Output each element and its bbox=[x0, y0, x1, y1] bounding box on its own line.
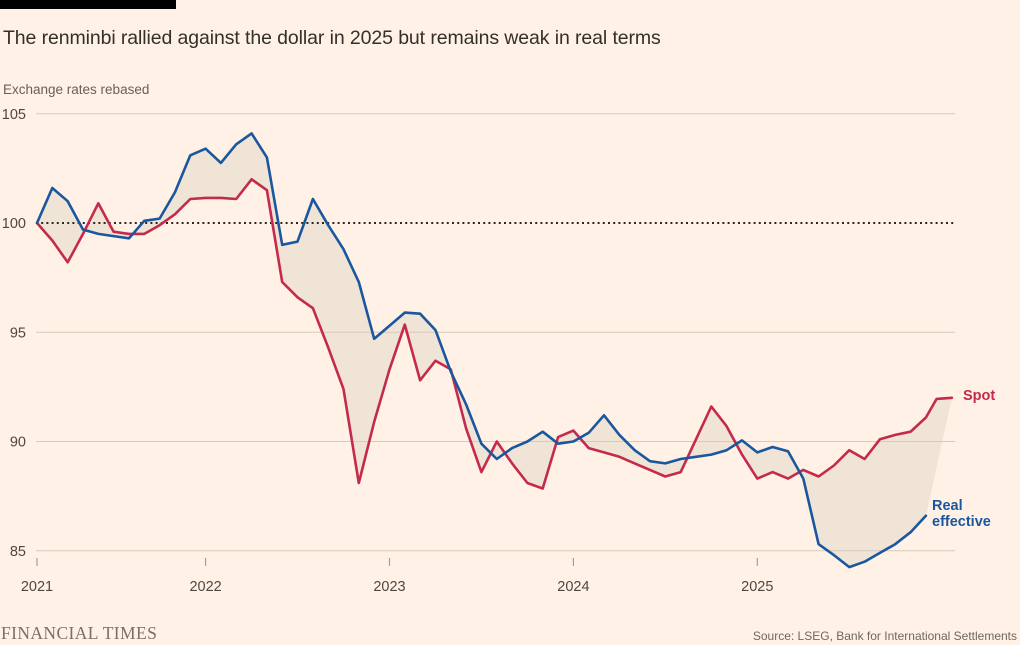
series-label-real-effective: Real effective bbox=[932, 498, 991, 530]
x-axis-label-2025: 2025 bbox=[741, 579, 773, 595]
series-difference-band bbox=[37, 133, 952, 568]
financial-times-wordmark: FINANCIAL TIMES bbox=[1, 623, 158, 643]
x-axis-label-2023: 2023 bbox=[373, 579, 405, 595]
x-axis-label-2024: 2024 bbox=[557, 579, 589, 595]
chart-title: The renminbi rallied against the dollar … bbox=[3, 27, 661, 50]
y-axis-label-95: 95 bbox=[10, 325, 26, 341]
chart-subtitle: Exchange rates rebased bbox=[3, 82, 150, 97]
series-label-spot: Spot bbox=[963, 388, 996, 404]
x-axis-label-2021: 2021 bbox=[21, 579, 53, 595]
y-axis-label-85: 85 bbox=[10, 544, 26, 560]
y-axis-label-105: 105 bbox=[2, 107, 26, 123]
y-axis-label-90: 90 bbox=[10, 435, 26, 451]
source-note: Source: LSEG, Bank for International Set… bbox=[752, 629, 1017, 643]
ft-black-bar bbox=[0, 0, 176, 9]
spot-line bbox=[35, 178, 954, 490]
x-axis-label-2022: 2022 bbox=[189, 579, 221, 595]
real-effective-line bbox=[35, 132, 928, 569]
y-axis-label-100: 100 bbox=[2, 216, 26, 232]
